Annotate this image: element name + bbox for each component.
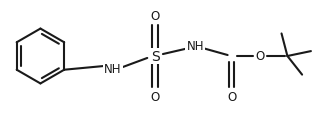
Text: NH: NH (187, 39, 204, 52)
Text: O: O (227, 90, 236, 103)
Text: S: S (151, 50, 159, 63)
Text: NH: NH (104, 63, 122, 76)
Text: O: O (255, 50, 265, 63)
Text: O: O (150, 90, 160, 103)
Text: O: O (150, 10, 160, 23)
